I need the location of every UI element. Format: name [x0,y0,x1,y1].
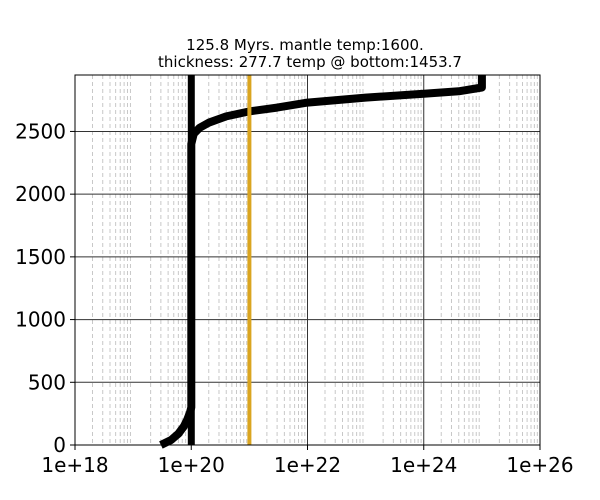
y-tick-label: 1500 [15,245,66,269]
x-tick-label: 1e+24 [390,453,457,477]
y-tick-label: 0 [53,433,66,457]
x-tick-label: 1e+18 [41,453,108,477]
chart-title-line-1: 125.8 Myrs. mantle temp:1600. [186,36,424,54]
major-grid [74,75,541,446]
y-tick-label: 1000 [15,308,66,332]
y-tick-label: 2500 [15,119,66,143]
x-tick-label: 1e+20 [158,453,225,477]
minor-grid [91,75,538,445]
axis-ticks: 1e+18 1e+20 1e+22 1e+24 1e+26 0 500 1000 1500 200… [15,119,574,477]
x-tick-label: 1e+26 [506,453,573,477]
y-tick-label: 500 [28,370,66,394]
chart-title-line-2: thickness: 277.7 temp @ bottom:1453.7 [158,53,462,71]
series-layer [159,75,486,449]
x-tick-label: 1e+22 [274,453,341,477]
y-tick-label: 2000 [15,182,66,206]
profile-curve [159,75,486,449]
